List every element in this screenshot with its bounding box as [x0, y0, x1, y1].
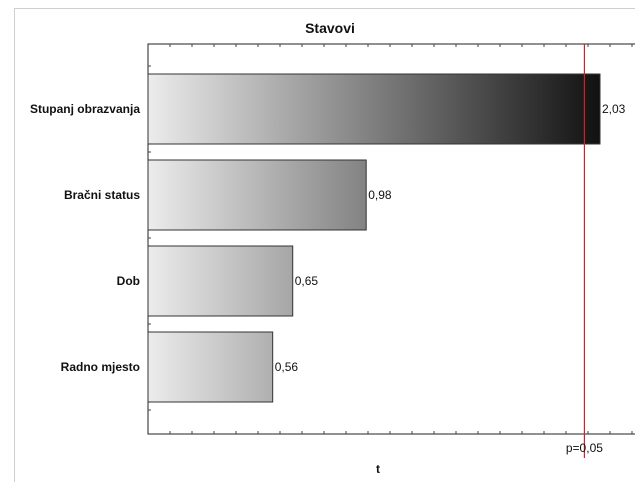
- category-label: Stupanj obrazvanja: [30, 102, 140, 116]
- bar-value-label: 2,03: [602, 102, 626, 116]
- x-axis-label: t: [376, 462, 380, 476]
- bar-value-label: 0,98: [368, 188, 392, 202]
- category-label: Radno mjesto: [61, 360, 140, 374]
- category-label: Dob: [117, 274, 140, 288]
- bar-value-label: 0,56: [275, 360, 299, 374]
- bar: [148, 74, 600, 144]
- bars: 2,03 Stupanj obrazvanja 0,98 Bračni status 0…: [30, 74, 626, 402]
- bar-value-label: 0,65: [295, 274, 319, 288]
- chart-title: Stavovi: [305, 20, 355, 36]
- category-label: Bračni status: [64, 188, 140, 202]
- bar: [148, 160, 366, 230]
- significance-label: p=0,05: [566, 441, 603, 455]
- bar: [148, 246, 293, 316]
- bar: [148, 332, 273, 402]
